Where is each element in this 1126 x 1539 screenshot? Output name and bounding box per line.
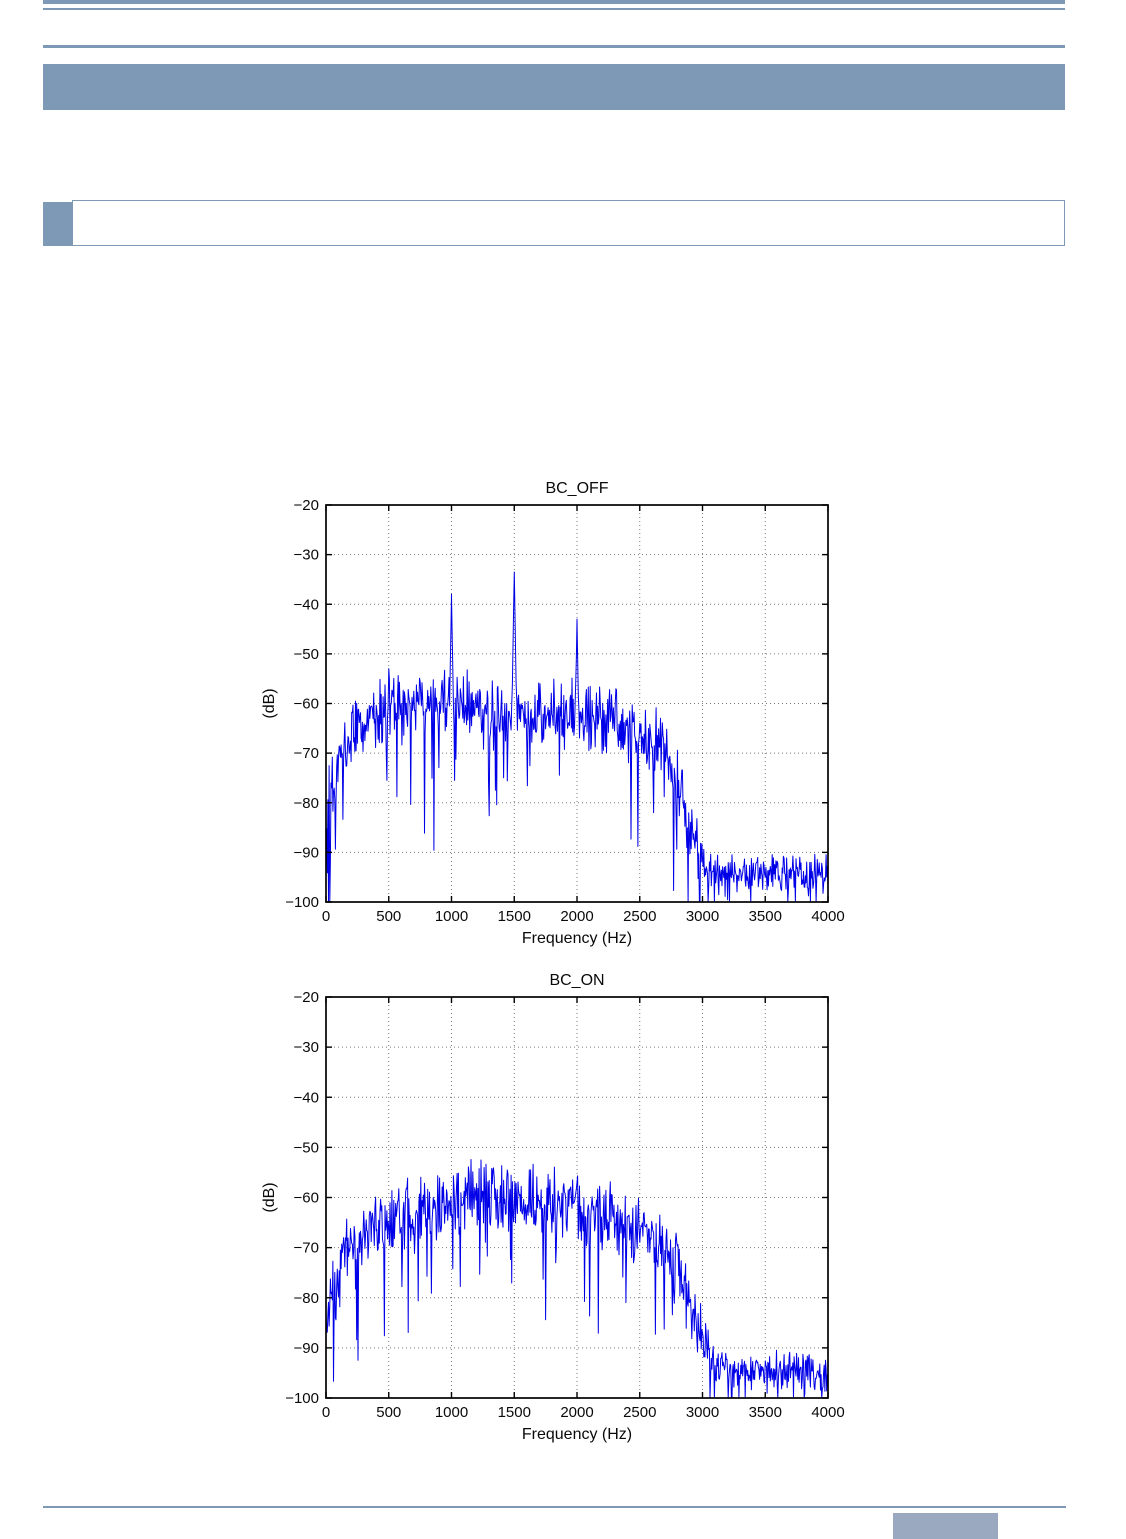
y-axis-label: (dB) (261, 1182, 278, 1212)
x-tick-label: 1500 (498, 1404, 531, 1421)
x-tick-label: 2000 (560, 908, 593, 925)
y-tick-label: −90 (294, 1340, 319, 1357)
x-tick-label: 4000 (811, 908, 844, 925)
header-rule-bottom (43, 45, 1065, 48)
y-tick-label: −100 (285, 894, 319, 911)
y-tick-label: −40 (294, 1089, 319, 1106)
x-tick-label: 3000 (686, 1404, 719, 1421)
callout-box (72, 200, 1065, 246)
y-tick-label: −30 (294, 1039, 319, 1056)
top-accent-bar (43, 0, 1065, 4)
y-tick-label: −90 (294, 844, 319, 861)
x-tick-label: 2000 (560, 1404, 593, 1421)
chart-title: BC_OFF (545, 480, 608, 497)
x-tick-label: 0 (322, 908, 330, 925)
y-axis-label: (dB) (261, 688, 278, 718)
page-number-block (893, 1513, 998, 1539)
x-tick-label: 1500 (498, 908, 531, 925)
chart-bc-off: 0 500 1000 1500 2000 2500 3000 3500 4000 −20 −30 −4… (261, 480, 845, 947)
x-tick-label: 3500 (749, 1404, 782, 1421)
x-tick-label: 500 (376, 908, 401, 925)
y-tick-label: −60 (294, 1190, 319, 1207)
y-tick-label: −20 (294, 989, 319, 1006)
chart-title: BC_ON (549, 972, 604, 989)
x-tick-label: 3500 (749, 908, 782, 925)
footer-rule (43, 1506, 1066, 1508)
x-tick-label: 2500 (623, 1404, 656, 1421)
x-tick-label: 2500 (623, 908, 656, 925)
y-tick-label: −40 (294, 596, 319, 613)
y-tick-label: −100 (285, 1390, 319, 1407)
y-tick-label: −80 (294, 795, 319, 812)
callout-marker-square (43, 202, 72, 246)
y-tick-label: −70 (294, 1240, 319, 1257)
x-tick-label: 4000 (811, 1404, 844, 1421)
y-tick-label: −60 (294, 696, 319, 713)
y-tick-label: −30 (294, 547, 319, 564)
x-axis-label: Frequency (Hz) (522, 1426, 632, 1443)
header-rule-top (43, 8, 1065, 10)
x-tick-label: 1000 (435, 1404, 468, 1421)
spectrum-trace (325, 571, 829, 903)
spectrum-trace (325, 1159, 829, 1399)
y-tick-label: −20 (294, 497, 319, 514)
title-banner (43, 64, 1065, 110)
x-tick-label: 500 (376, 1404, 401, 1421)
x-tick-label: 1000 (435, 908, 468, 925)
y-tick-label: −50 (294, 646, 319, 663)
chart-bc-on: 0 500 1000 1500 2000 2500 3000 3500 4000 −20 −30 −4… (261, 972, 845, 1443)
x-tick-label: 3000 (686, 908, 719, 925)
y-tick-label: −80 (294, 1290, 319, 1307)
y-tick-label: −50 (294, 1139, 319, 1156)
x-axis-label: Frequency (Hz) (522, 930, 632, 947)
x-tick-label: 0 (322, 1404, 330, 1421)
y-tick-label: −70 (294, 745, 319, 762)
